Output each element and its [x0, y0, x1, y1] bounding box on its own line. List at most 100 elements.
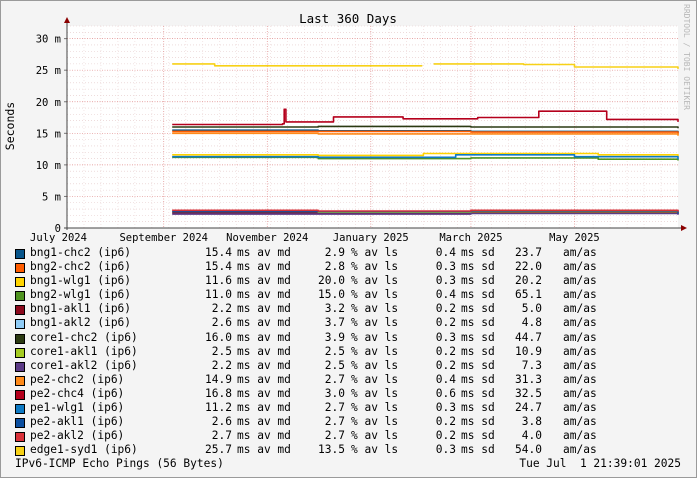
legend-median: 2.2	[211, 358, 232, 372]
legend-series-name: pe2-akl1 (ip6)	[30, 415, 125, 429]
legend-median: 15.4	[205, 246, 232, 259]
series-layer	[172, 63, 679, 215]
legend-series-name: pe1-wlg1 (ip6)	[30, 401, 125, 415]
legend-swatch	[15, 263, 25, 274]
legend-ratio: 44.7	[515, 330, 542, 344]
legend-ratio: 20.2	[515, 274, 542, 288]
series-bng2-chc2	[172, 130, 679, 135]
legend-loss-unit: % av ls	[351, 443, 399, 457]
legend-loss-unit: % av ls	[351, 386, 399, 400]
y-tick-label: 20 m	[36, 97, 61, 109]
series-pe2-akl2	[172, 209, 679, 212]
legend-ratio-unit: am/as	[563, 330, 597, 344]
legend-series-name: core1-akl2 (ip6)	[30, 358, 138, 372]
legend-series-name: bng2-chc2 (ip6)	[30, 260, 132, 274]
legend-sd: 0.4	[435, 246, 456, 259]
axes	[64, 17, 687, 231]
legend-ratio: 24.7	[515, 401, 542, 415]
series-core1-chc2	[172, 125, 679, 129]
legend-sd-unit: ms sd	[461, 274, 495, 288]
legend-ratio: 31.3	[515, 372, 542, 386]
legend-swatch	[15, 291, 25, 302]
legend-series-name: pe2-chc2 (ip6)	[30, 372, 125, 386]
legend-series-name: bng1-akl2 (ip6)	[30, 316, 132, 330]
legend-median: 2.6	[211, 316, 232, 330]
x-tick-label: March 2025	[439, 232, 502, 244]
legend-sd: 0.4	[435, 288, 456, 302]
legend-swatch	[15, 347, 25, 358]
series-core1-akl2	[172, 212, 679, 215]
legend-sd: 0.2	[435, 358, 456, 372]
legend-entry: core1-akl2 (ip6) 2.2 ms av md 2.5 % av ls 0.2…	[15, 359, 685, 373]
legend-entry: bng2-wlg1 (ip6) 11.0 ms av md 15.0 % av ls 0.…	[15, 288, 685, 302]
x-tick-label: May 2025	[549, 232, 600, 244]
y-axis-arrow	[64, 17, 70, 23]
y-tick-label: 0	[55, 223, 61, 235]
legend-ratio-unit: am/as	[563, 316, 597, 330]
legend-loss: 2.5	[324, 344, 345, 358]
legend-median-unit: ms av md	[237, 344, 291, 358]
y-tick-label: 15 m	[36, 128, 61, 140]
legend-entry: bng1-chc2 (ip6) 15.4 ms av md 2.9 % av ls 0.4…	[15, 246, 685, 260]
legend-sd: 0.2	[435, 316, 456, 330]
series-line	[172, 152, 679, 157]
legend-ratio-unit: am/as	[563, 344, 597, 358]
legend-loss: 2.7	[324, 415, 345, 429]
legend-ratio: 65.1	[515, 288, 542, 302]
legend-loss: 2.9	[324, 246, 345, 259]
legend-loss: 20.0	[318, 274, 345, 288]
series-pe2-chc4	[172, 108, 679, 126]
legend-sd-unit: ms sd	[461, 302, 495, 316]
legend-sd: 0.3	[435, 443, 456, 457]
legend-median: 11.2	[205, 401, 232, 415]
x-tick-label: September 2024	[119, 232, 208, 244]
legend-sd: 0.3	[435, 330, 456, 344]
legend-ratio-unit: am/as	[563, 443, 597, 457]
legend-swatch	[15, 361, 25, 372]
legend-entry: pe2-chc2 (ip6) 14.9 ms av md 2.7 % av ls 0.4 m…	[15, 373, 685, 387]
legend-loss-unit: % av ls	[351, 288, 399, 302]
legend-median: 2.6	[211, 415, 232, 429]
legend-swatch	[15, 404, 25, 415]
legend-median-unit: ms av md	[237, 330, 291, 344]
legend-median-unit: ms av md	[237, 372, 291, 386]
legend-sd-unit: ms sd	[461, 330, 495, 344]
y-tick-label: 30 m	[36, 34, 61, 46]
legend-entry: pe2-akl2 (ip6) 2.7 ms av md 2.7 % av ls 0.2 ms…	[15, 429, 685, 443]
legend-swatch	[15, 319, 25, 330]
legend-entry: pe2-akl1 (ip6) 2.6 ms av md 2.7 % av ls 0.2 ms…	[15, 415, 685, 429]
legend-ratio: 7.3	[521, 358, 542, 372]
legend-median-unit: ms av md	[237, 260, 291, 274]
legend-entry: bng2-chc2 (ip6) 15.4 ms av md 2.8 % av ls 0.3…	[15, 260, 685, 274]
footer-probe-description: IPv6-ICMP Echo Pings (56 Bytes)	[15, 457, 224, 470]
series-pe1-wlg1	[172, 154, 679, 160]
chart-title: Last 360 Days	[299, 11, 397, 26]
x-tick-label: November 2024	[226, 232, 308, 244]
legend-median: 14.9	[205, 372, 232, 386]
series-bng1-wlg1	[172, 152, 679, 157]
legend-ratio: 3.8	[521, 415, 542, 429]
legend-series-name: core1-chc2 (ip6)	[30, 330, 138, 344]
legend-ratio-unit: am/as	[563, 415, 597, 429]
legend-swatch	[15, 418, 25, 429]
legend-sd-unit: ms sd	[461, 429, 495, 443]
legend-loss-unit: % av ls	[351, 372, 399, 386]
legend-loss-unit: % av ls	[351, 415, 399, 429]
legend-series-name: pe2-akl2 (ip6)	[30, 429, 125, 443]
series-line	[172, 209, 679, 212]
series-line	[172, 132, 679, 136]
legend-loss: 15.0	[318, 288, 345, 302]
legend-sd: 0.2	[435, 302, 456, 316]
legend-loss: 2.7	[324, 372, 345, 386]
legend-loss: 2.5	[324, 358, 345, 372]
x-tick-label: July 2024	[30, 232, 87, 244]
y-tick-label: 25 m	[36, 65, 61, 77]
legend-ratio-unit: am/as	[563, 401, 597, 415]
legend-median: 2.5	[211, 344, 232, 358]
legend-entry: bng1-wlg1 (ip6) 11.6 ms av md 20.0 % av ls 0.…	[15, 274, 685, 288]
series-line	[172, 125, 679, 129]
legend-loss-unit: % av ls	[351, 274, 399, 288]
legend-ratio-unit: am/as	[563, 260, 597, 274]
legend-sd: 0.3	[435, 260, 456, 274]
legend-ratio: 4.0	[521, 429, 542, 443]
